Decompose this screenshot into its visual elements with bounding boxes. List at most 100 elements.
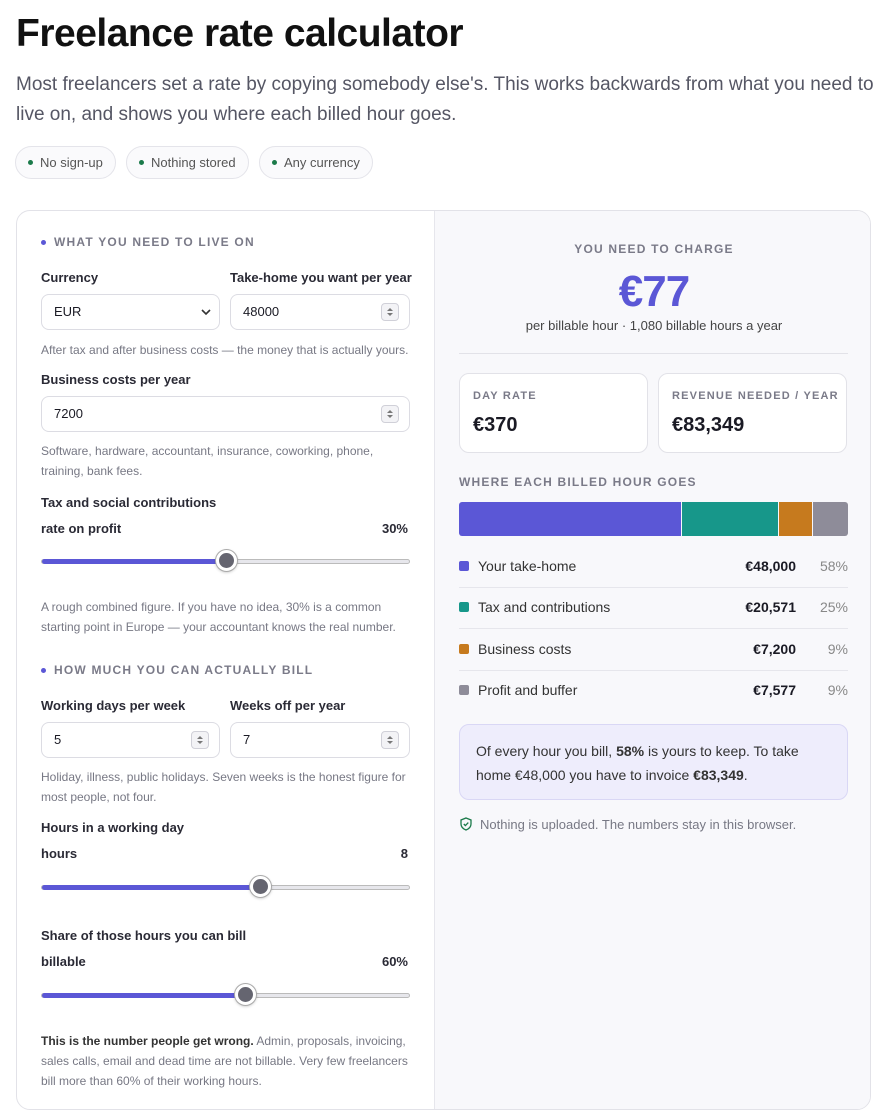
currency-select[interactable]: EUR xyxy=(41,294,220,330)
summary-box: Of every hour you bill, 58% is yours to … xyxy=(459,724,848,800)
row-amount: €7,200 xyxy=(753,640,796,657)
legend-swatch xyxy=(459,643,469,654)
slider-fill xyxy=(42,993,245,998)
slider-fill xyxy=(42,559,226,564)
field-label: Currency xyxy=(41,270,99,285)
field-label: Weeks off per year xyxy=(230,698,346,713)
privacy-note: Nothing is uploaded. The numbers stay in… xyxy=(480,817,797,832)
legend-swatch xyxy=(459,561,469,571)
input-value: 48000 xyxy=(243,304,280,319)
field-label: Take-home you want per year xyxy=(230,270,412,285)
row-share: 9% xyxy=(827,681,848,698)
field-sublabel: hours xyxy=(41,846,78,861)
hours-slider[interactable] xyxy=(41,876,410,897)
row-share: 9% xyxy=(827,640,848,657)
hint: Software, hardware, accountant, insuranc… xyxy=(41,444,374,478)
row-share: 58% xyxy=(819,558,848,574)
field-label: Share of those hours you can bill xyxy=(41,928,247,943)
breakdown-row: Tax and contributions €20,571 25% xyxy=(459,588,848,630)
spinner[interactable] xyxy=(381,405,399,423)
summary-text: Of every hour you bill, xyxy=(476,743,617,759)
section-dot xyxy=(41,668,46,673)
chevron xyxy=(201,309,211,316)
select-value: EUR xyxy=(54,304,82,319)
section-title: HOW MUCH YOU CAN ACTUALLY BILL xyxy=(54,663,314,677)
field-label: Hours in a working day xyxy=(41,820,185,835)
row-name: Tax and contributions xyxy=(478,599,611,616)
row-share: 25% xyxy=(819,599,848,616)
hint: After tax and after business costs — the… xyxy=(41,343,409,357)
stat-card: DAY RATE €370 xyxy=(459,373,648,453)
slider-fill xyxy=(42,885,260,890)
row-name: Your take-home xyxy=(478,558,577,574)
takehome-input[interactable]: 48000 xyxy=(230,294,410,330)
row-amount: €48,000 xyxy=(745,558,796,574)
shield-icon xyxy=(460,817,472,831)
legend-swatch xyxy=(459,602,469,613)
bar-segment xyxy=(682,502,778,536)
input-value: 7 xyxy=(243,732,251,747)
hint: Holiday, illness, public holidays. Seven… xyxy=(41,770,406,804)
row-amount: €20,571 xyxy=(745,599,796,616)
stat-value: €370 xyxy=(473,414,518,436)
hint: A rough combined figure. If you have no … xyxy=(41,600,396,634)
stat-value: €83,349 xyxy=(672,414,745,436)
bar-segment xyxy=(778,502,812,536)
summary-text: . xyxy=(743,767,748,783)
billable-slider[interactable] xyxy=(41,984,410,1005)
hint-text: Admin, proposals, invoicing, sales calls… xyxy=(41,1034,408,1088)
field-label: Business costs per year xyxy=(41,372,191,387)
section-title: WHAT YOU NEED TO LIVE ON xyxy=(54,235,255,249)
weeks-input[interactable]: 7 xyxy=(230,722,410,758)
page-title: Freelance rate calculator xyxy=(16,12,464,55)
badge: No sign-up xyxy=(15,146,116,179)
spinner[interactable] xyxy=(191,731,209,749)
slider-value: 30% xyxy=(381,521,408,536)
badge: Any currency xyxy=(259,146,373,179)
breakdown-row: Your take-home €48,000 58% xyxy=(459,547,848,588)
spinner[interactable] xyxy=(381,303,399,321)
breakdown-row: Profit and buffer €7,577 9% xyxy=(459,671,848,712)
breakdown-row: Business costs €7,200 9% xyxy=(459,630,848,671)
slider-thumb[interactable] xyxy=(234,984,256,1005)
summary-text: is yours to keep. To take home €48,000 y… xyxy=(476,743,799,783)
stacked-bar xyxy=(459,502,848,536)
slider-thumb[interactable] xyxy=(215,550,237,571)
section-dot xyxy=(41,240,46,245)
legend-swatch xyxy=(459,684,469,695)
hint: This is the number people get wrong. Adm… xyxy=(41,1031,411,1091)
costs-input[interactable]: 7200 xyxy=(41,396,410,432)
slider-value: 8 xyxy=(400,846,408,861)
bar-segment xyxy=(812,502,848,536)
spinner[interactable] xyxy=(381,731,399,749)
input-value: 7200 xyxy=(54,406,83,421)
breakdown-title: WHERE EACH BILLED HOUR GOES xyxy=(459,475,697,489)
field-label: Tax and social contributions xyxy=(41,495,217,510)
stat-label: DAY RATE xyxy=(473,390,537,402)
intro: Most freelancers set a rate by copying s… xyxy=(16,74,874,125)
field-sublabel: billable xyxy=(41,954,86,969)
calculator-card: WHAT YOU NEED TO LIVE ON Currency Take-h… xyxy=(16,210,871,1110)
stat-label: REVENUE NEEDED / YEAR xyxy=(672,390,839,402)
slider-value: 60% xyxy=(381,954,408,969)
divider xyxy=(459,353,848,354)
row-name: Business costs xyxy=(478,640,572,657)
results-heading: YOU NEED TO CHARGE xyxy=(574,242,734,256)
slider-thumb[interactable] xyxy=(249,876,271,897)
summary-bold: €83,349 xyxy=(693,767,744,783)
hint-bold: This is the number people get wrong. xyxy=(41,1034,254,1048)
bar-segment xyxy=(459,502,682,536)
input-value: 5 xyxy=(54,732,62,747)
summary-bold: 58% xyxy=(616,743,645,759)
row-name: Profit and buffer xyxy=(478,681,578,698)
results-panel: YOU NEED TO CHARGE €77 per billable hour… xyxy=(434,211,870,1109)
stat-card: REVENUE NEEDED / YEAR €83,349 xyxy=(658,373,847,453)
days-input[interactable]: 5 xyxy=(41,722,220,758)
row-amount: €7,577 xyxy=(753,681,796,698)
tax-slider[interactable] xyxy=(41,550,410,571)
field-label: Working days per week xyxy=(41,698,186,713)
hourly-rate: €77 xyxy=(618,267,690,316)
field-sublabel: rate on profit xyxy=(41,521,122,536)
